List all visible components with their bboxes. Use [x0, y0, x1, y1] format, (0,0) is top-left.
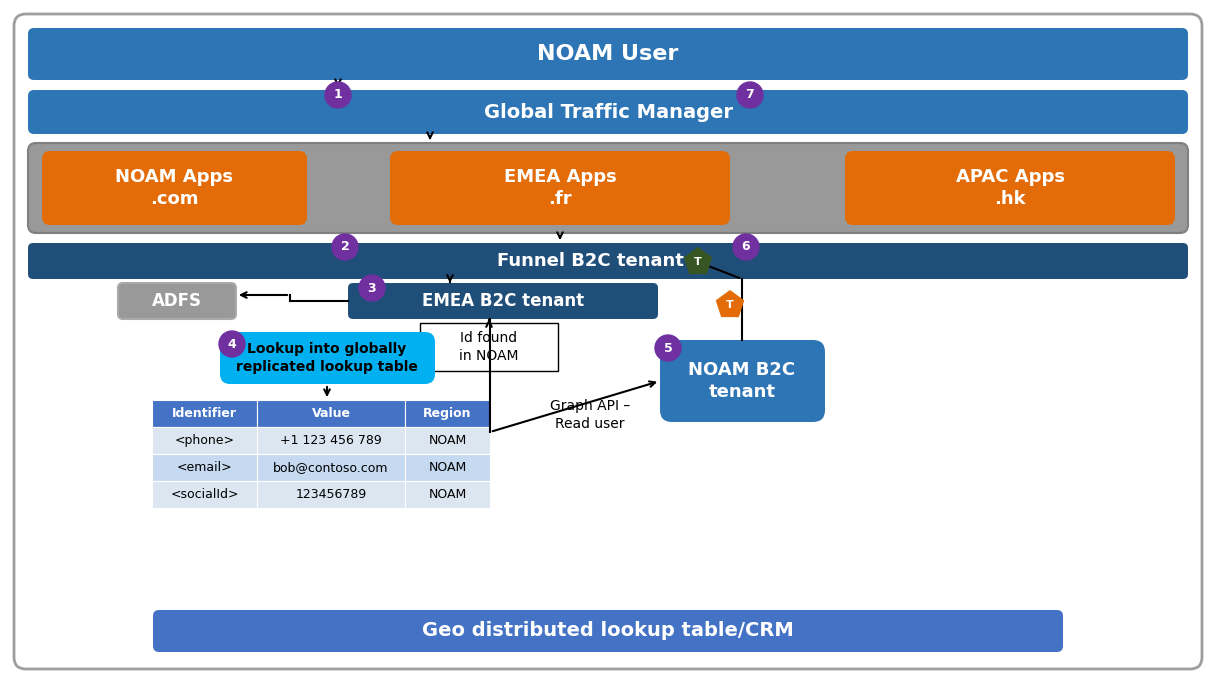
Text: NOAM: NOAM: [428, 461, 467, 474]
FancyBboxPatch shape: [845, 151, 1175, 225]
Text: EMEA B2C tenant: EMEA B2C tenant: [422, 292, 584, 310]
Text: Funnel B2C tenant: Funnel B2C tenant: [496, 252, 683, 270]
Text: T: T: [694, 257, 702, 267]
Text: 6: 6: [742, 240, 750, 253]
Text: NOAM Apps
.com: NOAM Apps .com: [116, 168, 233, 208]
Bar: [152, 481, 257, 508]
Polygon shape: [683, 247, 713, 274]
FancyBboxPatch shape: [220, 332, 435, 384]
Circle shape: [332, 234, 358, 260]
Text: Identifier: Identifier: [171, 407, 237, 420]
FancyBboxPatch shape: [15, 14, 1201, 669]
Bar: [405, 427, 490, 454]
Text: Region: Region: [423, 407, 472, 420]
Text: Graph API –
Read user: Graph API – Read user: [550, 400, 630, 431]
Text: 123456789: 123456789: [295, 488, 367, 501]
Text: <socialId>: <socialId>: [170, 488, 238, 501]
Bar: [257, 454, 405, 481]
FancyBboxPatch shape: [390, 151, 730, 225]
Bar: [420, 323, 558, 371]
Text: Value: Value: [311, 407, 350, 420]
Text: ADFS: ADFS: [152, 292, 202, 310]
FancyBboxPatch shape: [43, 151, 306, 225]
Bar: [152, 454, 257, 481]
Bar: [405, 454, 490, 481]
Bar: [152, 400, 257, 427]
Text: 5: 5: [664, 342, 672, 354]
Bar: [405, 400, 490, 427]
Text: Geo distributed lookup table/CRM: Geo distributed lookup table/CRM: [422, 622, 794, 641]
Text: Id found
in NOAM: Id found in NOAM: [460, 331, 519, 363]
Text: Lookup into globally
replicated lookup table: Lookup into globally replicated lookup t…: [236, 342, 418, 374]
Polygon shape: [716, 290, 744, 317]
Circle shape: [733, 234, 759, 260]
Bar: [257, 427, 405, 454]
FancyBboxPatch shape: [153, 610, 1063, 652]
Text: T: T: [726, 300, 734, 310]
FancyBboxPatch shape: [28, 143, 1188, 233]
Bar: [405, 481, 490, 508]
FancyBboxPatch shape: [118, 283, 236, 319]
Bar: [257, 400, 405, 427]
Bar: [257, 481, 405, 508]
Circle shape: [325, 82, 351, 108]
Bar: [152, 427, 257, 454]
Text: <email>: <email>: [176, 461, 232, 474]
Text: 2: 2: [340, 240, 349, 253]
Text: <phone>: <phone>: [175, 434, 235, 447]
Text: NOAM B2C
tenant: NOAM B2C tenant: [688, 361, 795, 401]
Text: bob@contoso.com: bob@contoso.com: [274, 461, 389, 474]
Text: 7: 7: [745, 89, 754, 102]
FancyBboxPatch shape: [660, 340, 824, 422]
Text: 4: 4: [227, 337, 236, 350]
Text: NOAM: NOAM: [428, 488, 467, 501]
Circle shape: [359, 275, 385, 301]
Text: NOAM User: NOAM User: [537, 44, 679, 64]
Text: +1 123 456 789: +1 123 456 789: [280, 434, 382, 447]
Text: NOAM: NOAM: [428, 434, 467, 447]
Text: EMEA Apps
.fr: EMEA Apps .fr: [503, 168, 617, 208]
Text: 3: 3: [367, 281, 376, 294]
FancyBboxPatch shape: [348, 283, 658, 319]
Circle shape: [655, 335, 681, 361]
Circle shape: [737, 82, 762, 108]
Text: 1: 1: [333, 89, 343, 102]
Text: APAC Apps
.hk: APAC Apps .hk: [956, 168, 1064, 208]
FancyBboxPatch shape: [28, 90, 1188, 134]
FancyBboxPatch shape: [28, 243, 1188, 279]
FancyBboxPatch shape: [28, 28, 1188, 80]
Text: Global Traffic Manager: Global Traffic Manager: [484, 102, 732, 122]
Circle shape: [219, 331, 244, 357]
